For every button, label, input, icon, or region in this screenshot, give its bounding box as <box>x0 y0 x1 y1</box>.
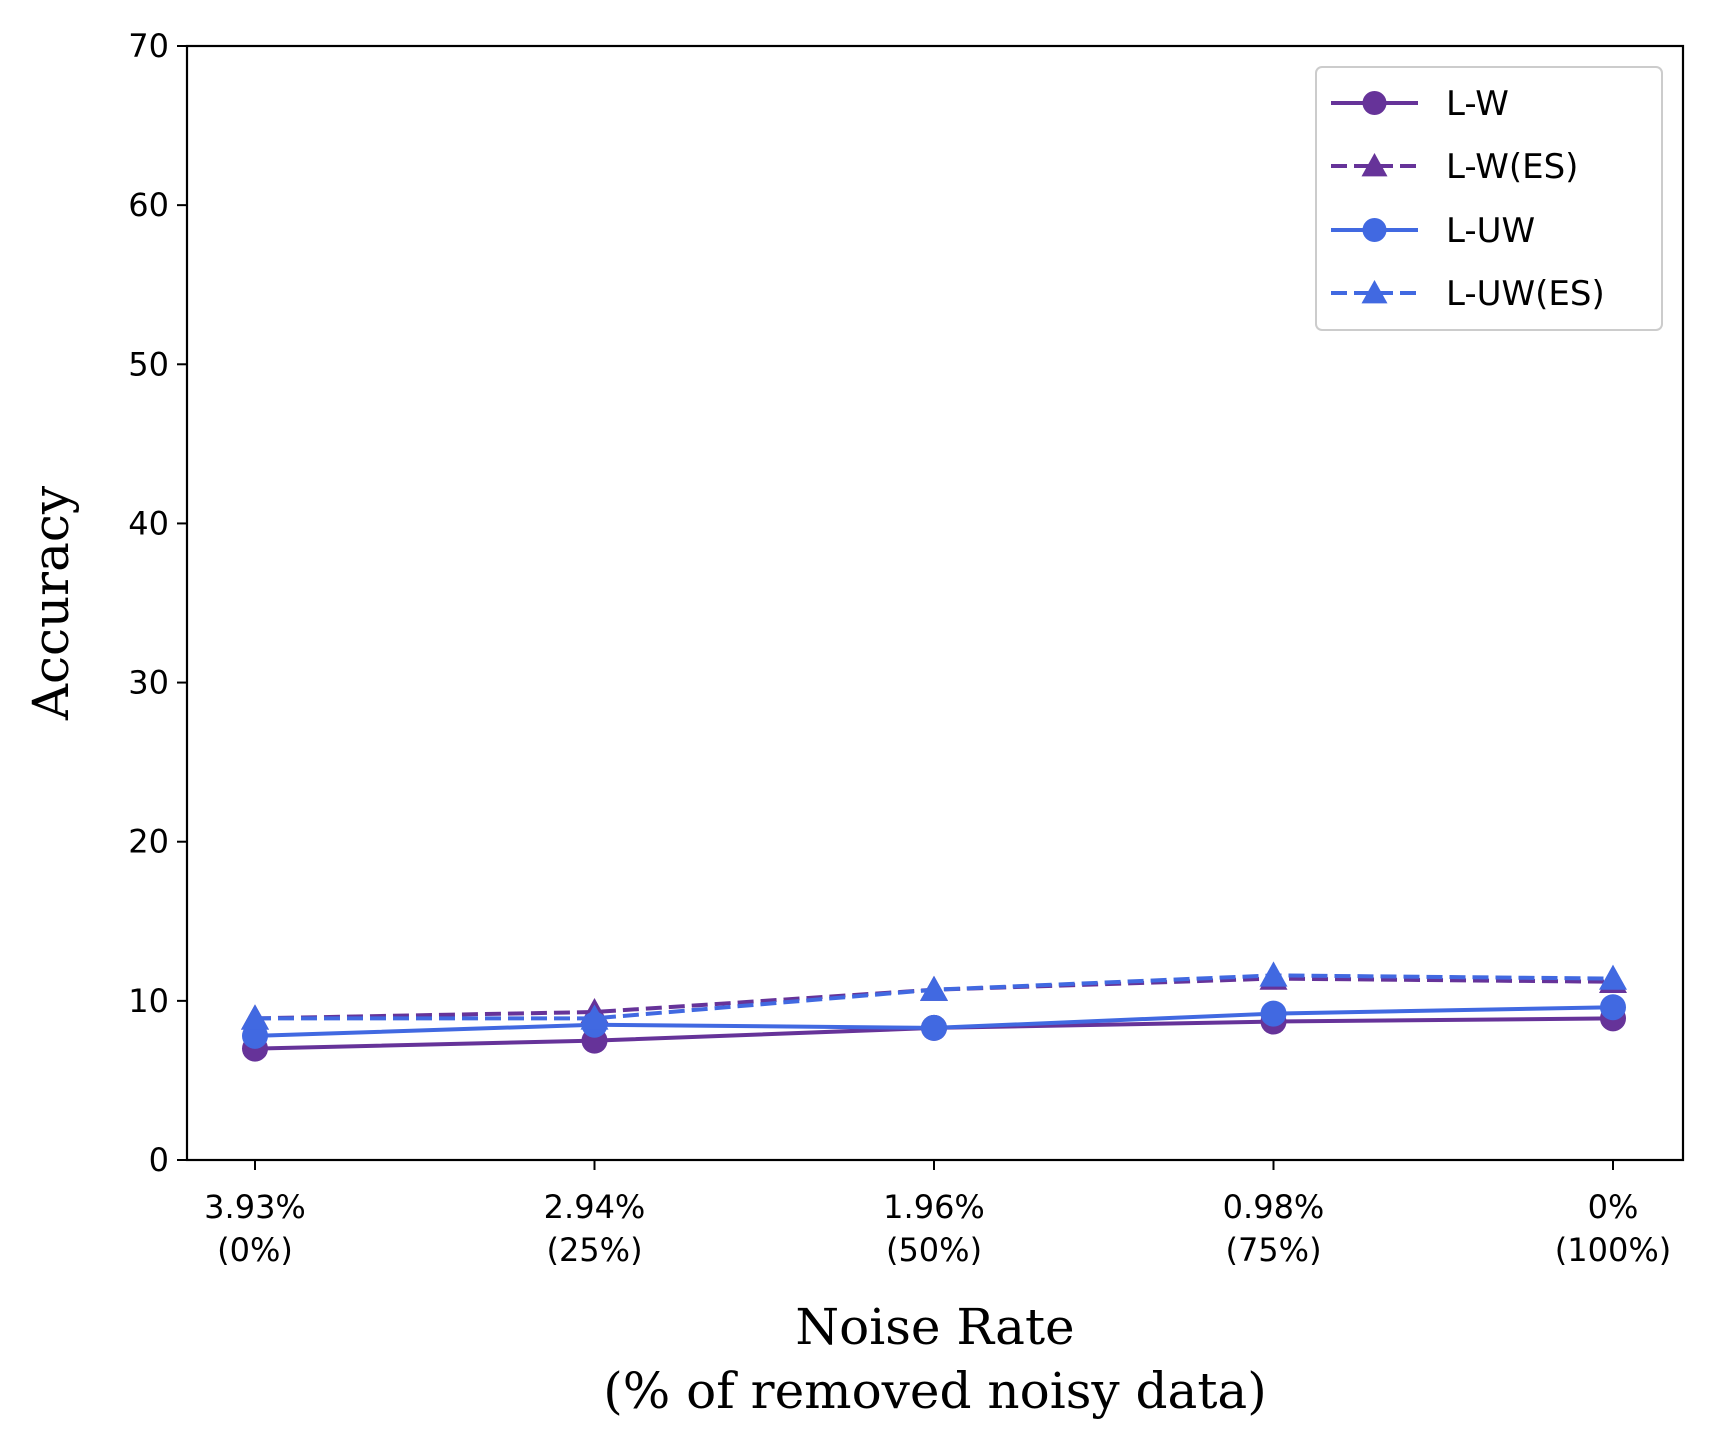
data-point <box>580 1004 609 1030</box>
y-tick-label: 30 <box>128 664 169 702</box>
legend: L-W L-W(ES) L-UW L-UW(ES) <box>1315 66 1663 331</box>
data-point <box>1599 964 1627 990</box>
x-tick-label: 2.94% <box>544 1188 646 1226</box>
x-tick-label: 0% <box>1588 1188 1639 1226</box>
data-point <box>241 1004 269 1030</box>
data-point <box>921 1014 947 1041</box>
series-layer <box>241 961 1627 1062</box>
legend-marker <box>1361 280 1388 304</box>
y-tick-label: 20 <box>128 823 169 861</box>
data-point <box>1600 994 1626 1021</box>
legend-marker <box>1362 91 1387 115</box>
y-tick-label: 10 <box>128 982 169 1020</box>
x-tick-label-sub: (100%) <box>1555 1231 1671 1269</box>
legend-label: L-W <box>1446 84 1509 124</box>
legend-label: L-W(ES) <box>1446 147 1578 187</box>
legend-frame <box>1315 66 1663 331</box>
y-tick-label: 40 <box>128 504 169 542</box>
y-axis-title: Accuracy <box>22 485 80 721</box>
legend-label: L-UW(ES) <box>1446 274 1605 314</box>
data-point <box>920 975 948 1001</box>
x-axis-title-line2: (% of removed noisy data) <box>603 1362 1266 1420</box>
data-point <box>1260 1000 1287 1027</box>
data-point <box>1259 961 1288 987</box>
x-tick-label-sub: (25%) <box>546 1231 642 1269</box>
x-tick-label-sub: (0%) <box>217 1231 293 1269</box>
x-tick-label-sub: (50%) <box>886 1231 982 1269</box>
y-tick-label: 0 <box>149 1141 169 1179</box>
y-tick-label: 50 <box>128 345 169 383</box>
x-axis-title-line1: Noise Rate <box>795 1298 1074 1356</box>
x-tick-label: 3.93% <box>204 1188 306 1226</box>
legend-label: L-UW <box>1446 211 1535 251</box>
x-tick-label-sub: (75%) <box>1225 1231 1321 1269</box>
x-tick-label: 1.96% <box>883 1188 985 1226</box>
x-axis: 3.93% (0%) 2.94% (25%) 1.96% (50%) 0.98% (75%) 0… <box>204 1160 1671 1269</box>
legend-marker <box>1362 218 1387 242</box>
y-tick-label: 70 <box>128 27 169 65</box>
legend-marker <box>1361 153 1388 177</box>
series-l-uw-es <box>241 961 1627 1030</box>
x-tick-label: 0.98% <box>1223 1188 1325 1226</box>
y-axis: 0 10 20 30 40 50 60 70 <box>128 27 187 1179</box>
y-tick-label: 60 <box>128 186 169 224</box>
